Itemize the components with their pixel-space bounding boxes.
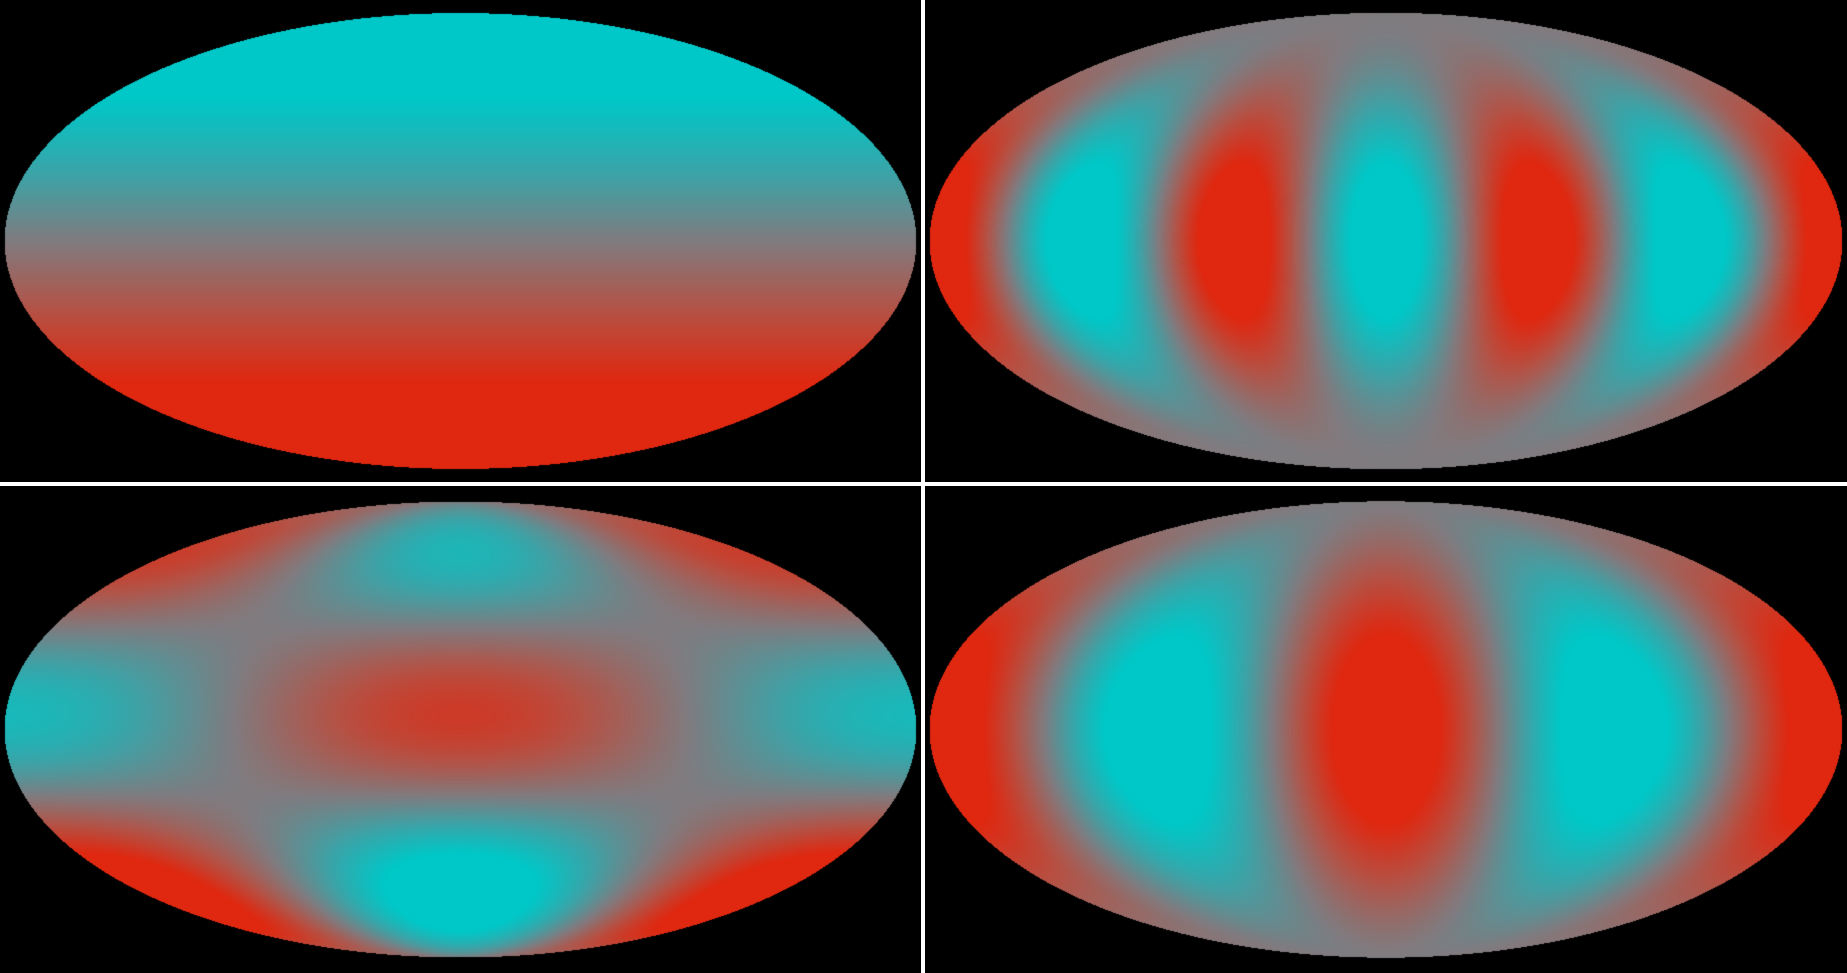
sky-map-panel-bottom-right: [925, 486, 1847, 973]
sky-map-canvas-bottom-left: [0, 486, 921, 973]
sky-map-canvas-bottom-right: [925, 486, 1847, 973]
sky-map-panel-top-right: [925, 0, 1847, 482]
sky-map-panel-top-left: [0, 0, 921, 482]
panel-separator-horizontal: [0, 482, 1847, 486]
sky-map-canvas-top-left: [0, 0, 921, 482]
sky-map-panel-bottom-left: [0, 486, 921, 973]
panel-separator-vertical: [921, 0, 925, 973]
sky-map-canvas-top-right: [925, 0, 1847, 482]
